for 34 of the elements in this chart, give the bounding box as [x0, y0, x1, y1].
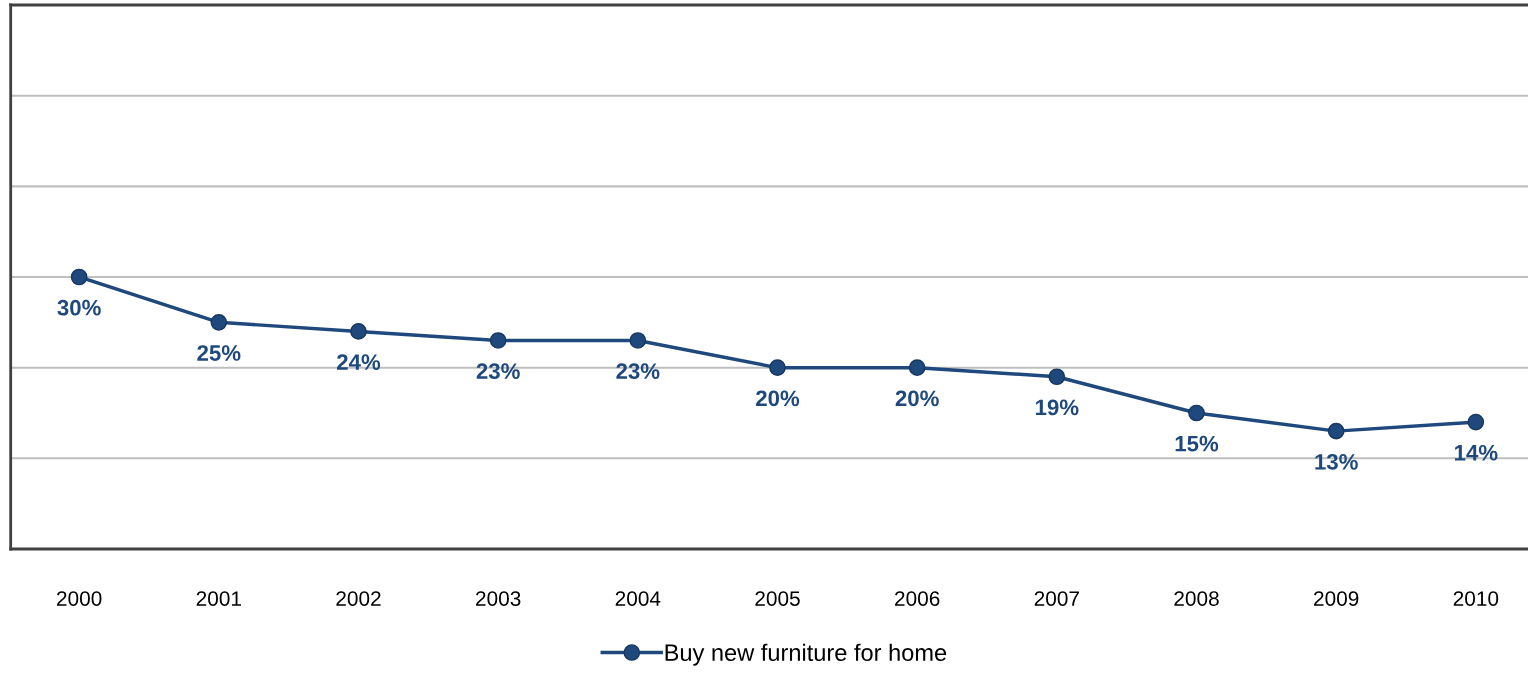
point: [210, 313, 228, 331]
x-tick-label: 2010: [1453, 591, 1499, 606]
x-tick-label: 2003: [476, 591, 521, 606]
data-label: 23%: [616, 363, 660, 380]
point: [1188, 404, 1205, 422]
point: [350, 323, 367, 340]
data-label: 20%: [756, 390, 800, 407]
point: [769, 359, 786, 377]
data-label: 14%: [1455, 444, 1498, 461]
x-tick-label: 2008: [1174, 591, 1219, 606]
data-label: 23%: [476, 363, 520, 380]
point: [629, 332, 647, 349]
point: [70, 268, 88, 286]
x-tick-label: 2006: [895, 591, 940, 606]
data-label: 20%: [895, 390, 939, 407]
x-tick-label: 2009: [1314, 591, 1359, 606]
data-label: 24%: [337, 354, 381, 370]
x-tick-label: 2004: [615, 591, 661, 606]
legend-label: Buy new furniture for home: [665, 643, 947, 666]
data-label: 13%: [1315, 453, 1358, 470]
x-tick-label: 2001: [196, 591, 241, 606]
point: [908, 359, 926, 377]
point: [1048, 368, 1066, 386]
data-label: 30%: [57, 299, 101, 316]
x-tick-label: 2002: [336, 591, 381, 606]
data-label: 25%: [197, 345, 241, 361]
point: [1327, 422, 1345, 440]
point: [1467, 413, 1485, 431]
x-tick-label: 2007: [1034, 591, 1079, 606]
point: [489, 332, 507, 349]
data-label: 15%: [1175, 435, 1219, 452]
x-tick-label: 2000: [57, 591, 102, 606]
x-tick-label: 2005: [755, 591, 800, 606]
data-label: 19%: [1035, 399, 1079, 416]
